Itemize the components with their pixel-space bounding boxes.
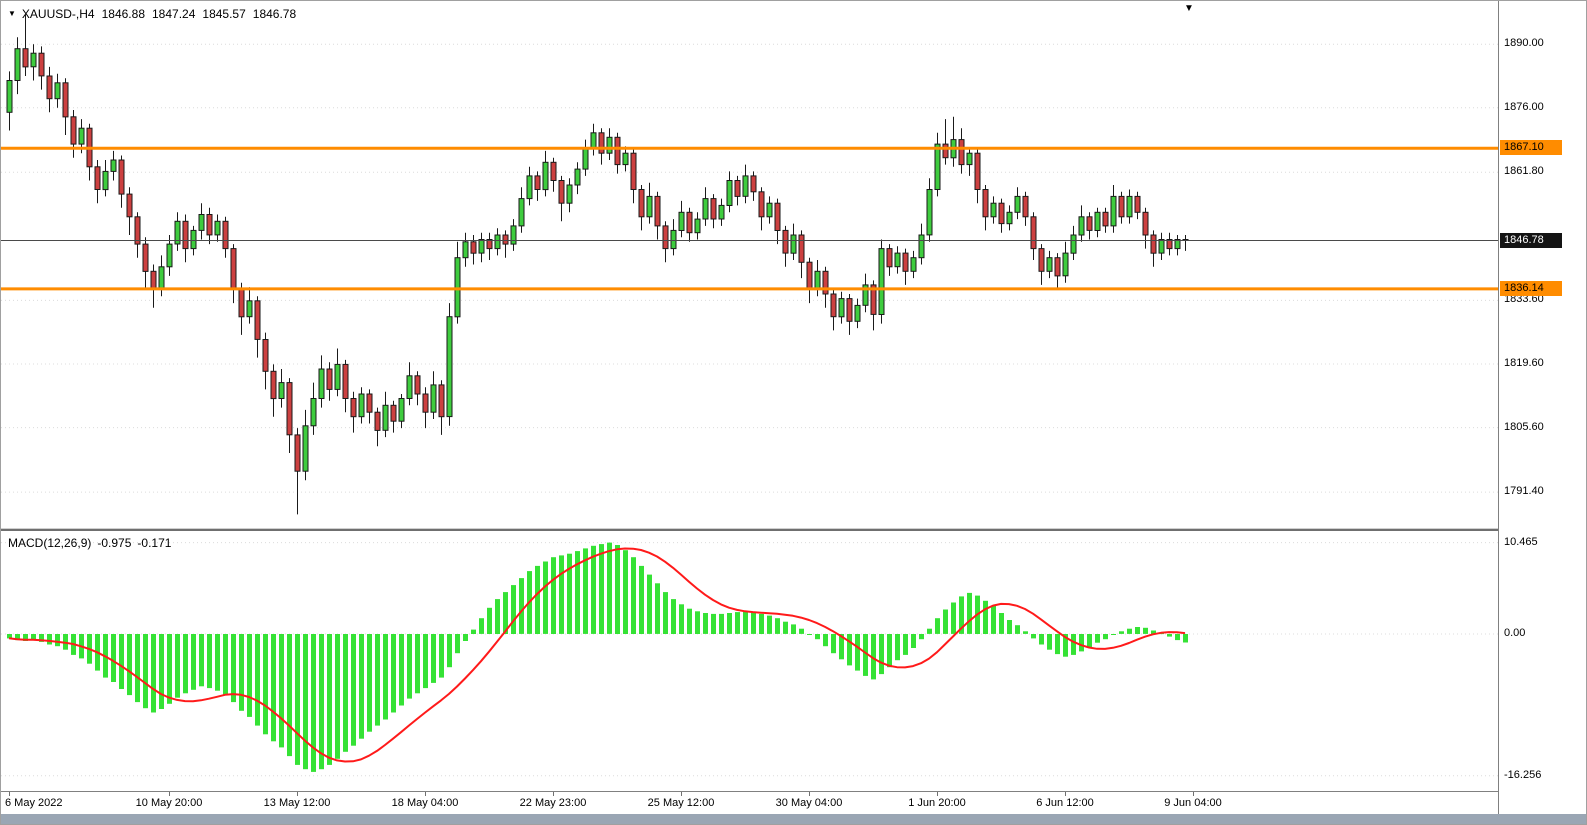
time-axis-tick xyxy=(1065,792,1066,796)
price-axis-label: 1805.60 xyxy=(1504,421,1544,433)
time-axis-label: 25 May 12:00 xyxy=(647,797,715,809)
time-axis-tick xyxy=(937,792,938,796)
time-axis-label: 22 May 23:00 xyxy=(519,797,587,809)
time-axis-label: 13 May 12:00 xyxy=(263,797,331,809)
price-axis-label: 1890.00 xyxy=(1504,37,1544,49)
time-axis-tick xyxy=(297,792,298,796)
price-axis-label: 1791.40 xyxy=(1504,485,1544,497)
price-axis-label: 1833.60 xyxy=(1504,293,1544,305)
macd-signal-value: -0.171 xyxy=(137,536,172,550)
time-axis-tick xyxy=(553,792,554,796)
price-axis-label: 1861.80 xyxy=(1504,165,1544,177)
last-price-badge: 1846.78 xyxy=(1500,233,1562,248)
macd-gridlines xyxy=(1,542,1498,777)
time-axis-tick xyxy=(681,792,682,796)
symbol-timeframe: XAUUSD-,H4 xyxy=(21,7,95,21)
price-chart[interactable] xyxy=(1,1,1498,528)
ohlc-high: 1847.24 xyxy=(152,7,196,21)
macd-main-value: -0.975 xyxy=(97,536,132,550)
macd-axis-label: 10.465 xyxy=(1504,536,1538,548)
price-gridlines xyxy=(1,43,1498,493)
panel-separator[interactable] xyxy=(1,528,1586,531)
time-axis-label: 9 Jun 04:00 xyxy=(1164,797,1222,809)
hline-price-badge: 1836.14 xyxy=(1500,281,1562,296)
ohlc-close: 1846.78 xyxy=(252,7,297,21)
time-axis[interactable]: 6 May 2022 10 May 20:00 13 May 12:00 18 May… xyxy=(1,792,1586,814)
time-axis-label: 30 May 04:00 xyxy=(775,797,843,809)
price-axis[interactable]: 1890.00 1876.00 1861.80 1833.60 1819.60 1805.… xyxy=(1498,1,1586,814)
time-axis-label: 18 May 04:00 xyxy=(391,797,459,809)
chart-header: ▼ XAUUSD-,H4 1846.88 1847.24 1845.57 184… xyxy=(8,7,296,21)
time-axis-tick xyxy=(1193,792,1194,796)
time-axis-tick xyxy=(809,792,810,796)
price-axis-label: 1876.00 xyxy=(1504,101,1544,113)
time-axis-tick xyxy=(425,792,426,796)
macd-indicator-label: MACD(12,26,9) -0.975 -0.171 xyxy=(8,536,171,550)
chart-shift-marker-icon[interactable]: ▼ xyxy=(1184,3,1194,14)
ohlc-open: 1846.88 xyxy=(101,7,145,21)
hline-price-badge: 1867.10 xyxy=(1500,140,1562,155)
ohlc-low: 1845.57 xyxy=(202,7,246,21)
price-axis-label: 1819.60 xyxy=(1504,357,1544,369)
bottom-bar xyxy=(1,814,1586,824)
time-axis-label: 1 Jun 20:00 xyxy=(908,797,966,809)
time-axis-tick xyxy=(9,792,10,796)
time-axis-label: 6 May 2022 xyxy=(5,797,63,809)
time-axis-label: 10 May 20:00 xyxy=(135,797,203,809)
macd-axis-label: -16.256 xyxy=(1504,769,1542,781)
time-axis-tick xyxy=(169,792,170,796)
macd-histogram-layer xyxy=(7,542,1188,772)
time-axis-border xyxy=(1,791,1586,792)
time-axis-label: 6 Jun 12:00 xyxy=(1036,797,1094,809)
macd-name: MACD(12,26,9) xyxy=(8,536,92,550)
macd-axis-label: 0.00 xyxy=(1504,627,1526,639)
candlestick-layer xyxy=(6,14,1189,515)
symbol-dropdown-icon[interactable]: ▼ xyxy=(8,9,16,18)
macd-signal-line xyxy=(8,547,1186,763)
macd-chart[interactable] xyxy=(1,531,1498,791)
